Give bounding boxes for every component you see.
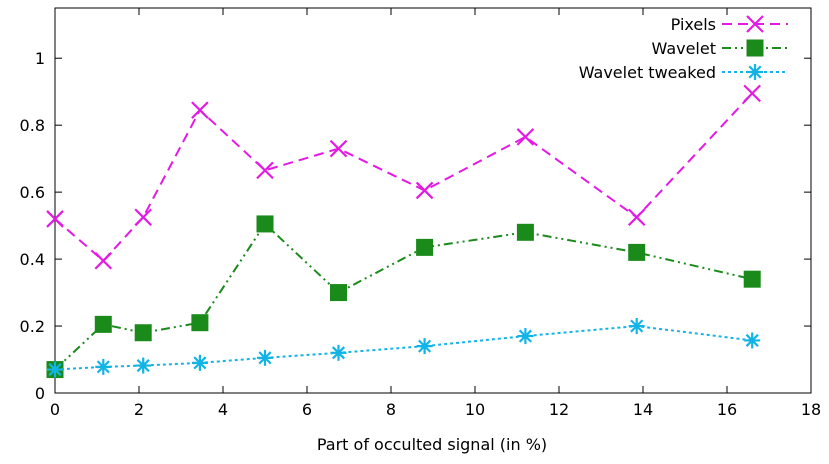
data-point-wavelet xyxy=(416,238,434,256)
legend: Pixels Wavelet Wavelet tweaked xyxy=(579,15,788,82)
series-line-pixels xyxy=(54,92,753,263)
legend-marker-pixels xyxy=(746,15,764,33)
data-point-pixels xyxy=(134,208,152,227)
y-axis: 0 0.2 0.4 0.6 0.8 1 xyxy=(20,49,811,403)
x-tick-label: 18 xyxy=(801,400,821,419)
data-point-pixels xyxy=(516,128,535,146)
data-point-wavelet-tweaked xyxy=(744,332,761,349)
x-tick-label: 12 xyxy=(549,400,569,419)
data-point-wavelet-tweaked xyxy=(416,338,433,355)
legend-label-wavelet: Wavelet xyxy=(652,39,716,58)
y-tick-label: 0.4 xyxy=(20,250,45,269)
x-tick-label: 4 xyxy=(218,400,228,419)
data-point-wavelet-tweaked xyxy=(135,357,152,374)
x-axis: 0 2 4 6 8 10 12 14 16 18 xyxy=(50,8,821,419)
series-line-wavelet xyxy=(54,222,753,371)
data-point-pixels xyxy=(191,101,209,119)
plot-frame xyxy=(54,7,812,394)
data-point-wavelet xyxy=(330,284,347,302)
legend-label-wavelet-tweaked: Wavelet tweaked xyxy=(579,63,716,82)
data-point-wavelet xyxy=(628,243,646,261)
data-point-wavelet-tweaked xyxy=(330,344,347,361)
data-point-wavelet xyxy=(94,315,112,333)
series-line-wavelet-tweaked xyxy=(54,325,753,371)
data-point-pixels xyxy=(415,181,434,200)
legend-marker-wavelet xyxy=(746,39,764,57)
data-point-wavelet xyxy=(134,324,152,342)
x-tick-label: 2 xyxy=(134,400,144,419)
data-point-wavelet xyxy=(516,223,534,241)
data-point-wavelet xyxy=(743,270,761,288)
data-point-wavelet-tweaked xyxy=(191,354,208,371)
y-tick-label: 0.8 xyxy=(20,116,45,135)
data-point-pixels xyxy=(743,84,761,103)
data-point-wavelet-tweaked xyxy=(257,349,273,366)
x-tick-label: 10 xyxy=(465,400,485,419)
x-tick-label: 6 xyxy=(302,400,312,419)
data-point-wavelet xyxy=(256,215,274,233)
data-point-wavelet-tweaked xyxy=(628,318,645,335)
data-point-pixels xyxy=(256,161,274,180)
data-point-pixels xyxy=(329,139,348,158)
data-point-wavelet-tweaked xyxy=(95,358,112,375)
y-tick-label: 1 xyxy=(35,49,45,68)
data-point-pixels xyxy=(627,208,646,227)
x-tick-label: 0 xyxy=(50,400,60,419)
data-point-wavelet-tweaked xyxy=(47,361,63,378)
y-tick-label: 0 xyxy=(35,384,45,403)
series-layer xyxy=(46,84,761,379)
data-point-wavelet xyxy=(191,314,209,332)
legend-label-pixels: Pixels xyxy=(671,15,716,34)
x-tick-label: 14 xyxy=(633,400,653,419)
x-tick-label: 16 xyxy=(717,400,737,419)
data-point-pixels xyxy=(46,210,64,228)
y-tick-label: 0.2 xyxy=(20,317,45,336)
data-point-pixels xyxy=(94,251,113,270)
legend-marker-wavelet-tweaked xyxy=(747,64,763,80)
x-tick-label: 8 xyxy=(386,400,396,419)
y-tick-label: 0.6 xyxy=(20,183,45,202)
data-point-wavelet-tweaked xyxy=(517,328,534,345)
x-axis-title: Part of occulted signal (in %) xyxy=(317,435,547,454)
plot-border xyxy=(54,7,812,394)
